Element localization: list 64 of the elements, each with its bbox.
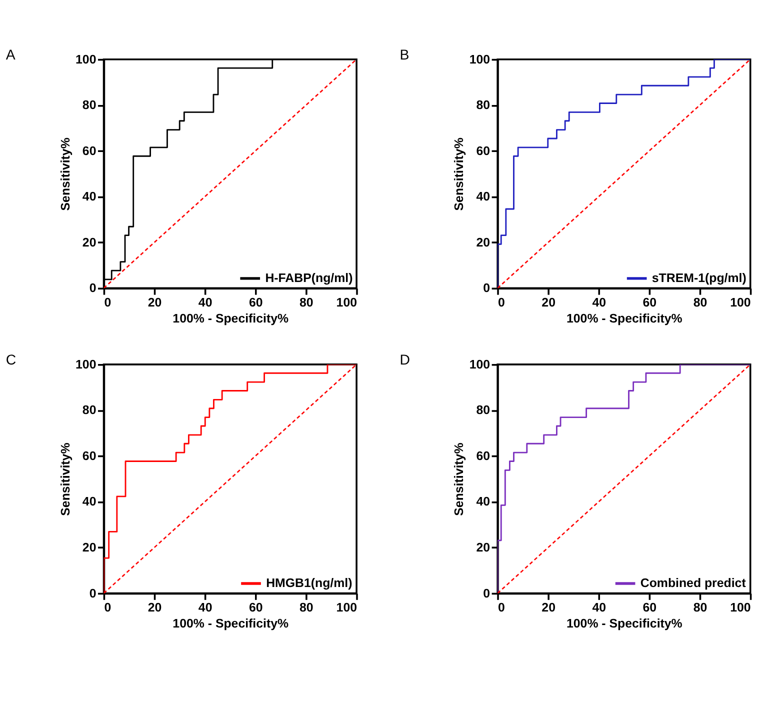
y-tick-label: 40 [476,494,490,509]
x-axis-title: 100% - Specificity% [172,616,289,630]
x-tick-label: 60 [248,600,263,614]
y-tick-label: 20 [476,540,490,554]
x-tick-label: 40 [198,295,212,310]
y-axis-title: Sensitivity% [58,442,72,516]
x-tick-label: 80 [300,295,314,310]
x-tick-label: 40 [198,600,212,614]
x-tick-label: 100 [336,295,358,310]
chart-title: C [6,352,16,368]
x-tick-label: 100 [730,600,751,614]
x-tick-label: 40 [592,600,606,614]
x-tick-label: 20 [148,295,162,310]
y-tick-label: 20 [82,235,96,250]
x-tick-label: 100 [730,295,751,310]
y-tick-label: 80 [476,403,490,418]
x-axis-title: 100% - Specificity% [172,311,289,326]
x-tick-label: 0 [104,600,112,614]
y-tick-label: 100 [76,357,96,372]
chart-title: B [400,47,410,64]
x-tick-label: 20 [148,600,162,614]
y-tick-label: 80 [476,98,490,112]
y-tick-label: 100 [76,52,96,66]
x-tick-label: 80 [693,600,708,614]
y-tick-label: 60 [476,448,490,463]
x-axis-title: 100% - Specificity% [566,616,682,630]
x-tick-label: 60 [248,295,263,310]
x-tick-label: 60 [642,600,657,614]
y-tick-label: 0 [483,281,490,296]
x-tick-label: 80 [693,295,708,310]
y-tick-label: 0 [483,586,490,600]
x-tick-label: 20 [542,600,556,614]
y-axis-title: Sensitivity% [452,442,466,516]
y-tick-label: 100 [469,52,490,66]
y-tick-label: 60 [476,144,490,158]
x-tick-label: 20 [542,295,556,310]
y-tick-label: 60 [82,448,96,463]
chart-title: D [400,352,410,368]
x-tick-label: 0 [104,295,112,310]
legend-label: Combined predict [640,576,746,590]
y-axis-title: Sensitivity% [58,138,72,211]
x-tick-label: 0 [498,295,506,310]
legend-label: sTREM-1(pg/ml) [652,270,746,285]
y-tick-label: 100 [469,357,490,372]
legend-label: HMGB1(ng/ml) [266,576,352,590]
x-axis-title: 100% - Specificity% [566,311,682,326]
y-tick-label: 0 [89,281,96,296]
y-tick-label: 80 [82,98,96,112]
x-tick-label: 0 [498,600,506,614]
x-tick-label: 60 [642,295,657,310]
chart-title: A [6,47,16,64]
y-tick-label: 40 [82,494,96,509]
y-axis-title: Sensitivity% [452,138,466,211]
x-tick-label: 100 [336,600,358,614]
y-tick-label: 80 [82,403,96,418]
y-tick-label: 0 [89,586,96,600]
y-tick-label: 40 [476,190,490,204]
legend-label: H-FABP(ng/ml) [265,270,353,285]
x-tick-label: 40 [592,295,606,310]
y-tick-label: 40 [82,190,96,204]
x-tick-label: 80 [300,600,314,614]
y-tick-label: 20 [82,540,96,554]
y-tick-label: 20 [476,235,490,250]
y-tick-label: 60 [82,144,96,158]
